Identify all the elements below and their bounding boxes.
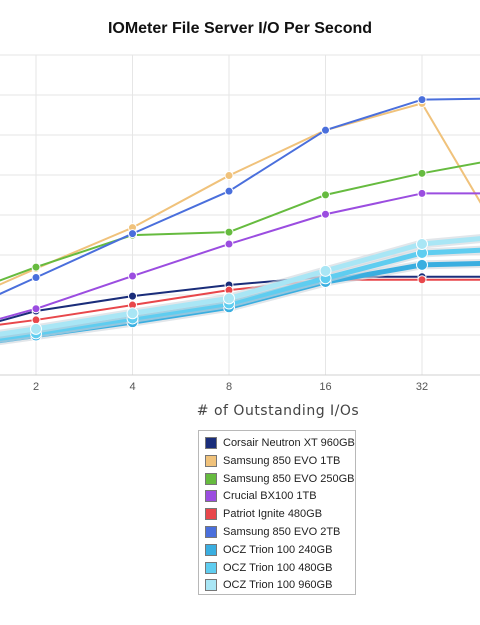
legend-item: Crucial BX100 1TB xyxy=(205,488,355,504)
data-point xyxy=(128,291,137,301)
legend-label: OCZ Trion 100 480GB xyxy=(223,561,333,574)
series-line xyxy=(0,97,480,295)
data-point xyxy=(224,186,234,196)
legend-label: Corsair Neutron XT 960GB xyxy=(223,437,355,449)
legend-label: Patriot Ignite 480GB xyxy=(223,508,323,521)
x-tick-labels: 2 4 8 16 32 xyxy=(33,381,428,393)
data-point xyxy=(31,304,41,314)
legend-item: Samsung 850 EVO 1TB xyxy=(205,453,355,469)
x-tick-label: 16 xyxy=(319,381,331,393)
legend-item: Corsair Neutron XT 960GB xyxy=(205,435,355,451)
data-point xyxy=(416,238,428,251)
data-point xyxy=(417,275,427,285)
series-crucial-bx100-1tb xyxy=(0,188,480,320)
legend-label: OCZ Trion 100 960GB xyxy=(223,579,333,592)
x-tick-label: 32 xyxy=(416,381,428,393)
legend-swatch xyxy=(205,437,217,449)
legend-item: OCZ Trion 100 240GB xyxy=(205,542,355,558)
data-point xyxy=(224,239,234,249)
x-tick-label: 8 xyxy=(226,381,232,393)
x-tick-label: 2 xyxy=(33,381,39,393)
data-point xyxy=(417,188,427,198)
legend-swatch xyxy=(205,472,217,485)
data-point xyxy=(224,227,234,237)
legend-label: Samsung 850 EVO 250GB xyxy=(223,472,355,485)
data-point xyxy=(128,271,137,281)
data-point xyxy=(417,95,427,105)
legend-swatch xyxy=(205,490,217,503)
legend: Corsair Neutron XT 960GB Samsung 850 EVO … xyxy=(198,430,356,595)
legend-swatch xyxy=(205,579,217,592)
data-point xyxy=(321,125,330,135)
data-point xyxy=(321,190,330,200)
data-point xyxy=(30,322,42,335)
legend-item: OCZ Trion 100 480GB xyxy=(205,560,355,576)
data-point xyxy=(31,273,41,283)
series-ocz-trion-100-960gb xyxy=(0,234,480,339)
data-point xyxy=(224,171,234,181)
legend-label: Crucial BX100 1TB xyxy=(223,490,317,503)
legend-item: Samsung 850 EVO 250GB xyxy=(205,471,355,487)
plot-area: 2 4 8 16 32 # of Outstanding I/Os xyxy=(0,54,480,419)
legend-swatch xyxy=(205,526,217,538)
data-point xyxy=(319,264,332,277)
legend-item: Patriot Ignite 480GB xyxy=(205,506,355,522)
data-point xyxy=(31,315,41,325)
legend-swatch xyxy=(205,543,217,556)
legend-swatch xyxy=(205,561,217,574)
legend-label: Samsung 850 EVO 2TB xyxy=(223,526,341,538)
series-lines xyxy=(0,95,480,346)
data-point xyxy=(128,229,137,239)
legend-item: Samsung 850 EVO 2TB xyxy=(205,524,355,540)
data-point xyxy=(126,307,139,320)
data-point xyxy=(321,209,330,219)
x-tick-label: 4 xyxy=(129,381,135,393)
data-point xyxy=(223,292,235,305)
data-point xyxy=(417,168,427,178)
data-point xyxy=(416,258,428,271)
legend-label: Samsung 850 EVO 1TB xyxy=(223,454,341,467)
legend-swatch xyxy=(205,454,217,467)
legend-item: OCZ Trion 100 960GB xyxy=(205,577,355,593)
legend-swatch xyxy=(205,508,217,521)
x-axis-label: # of Outstanding I/Os xyxy=(197,403,359,419)
data-point xyxy=(31,262,41,272)
series-samsung-850-evo-2tb xyxy=(0,95,480,295)
series-samsung-850-evo-250gb xyxy=(0,161,480,282)
chart-title: IOMeter File Server I/O Per Second xyxy=(107,20,373,37)
legend-label: OCZ Trion 100 240GB xyxy=(223,543,333,556)
